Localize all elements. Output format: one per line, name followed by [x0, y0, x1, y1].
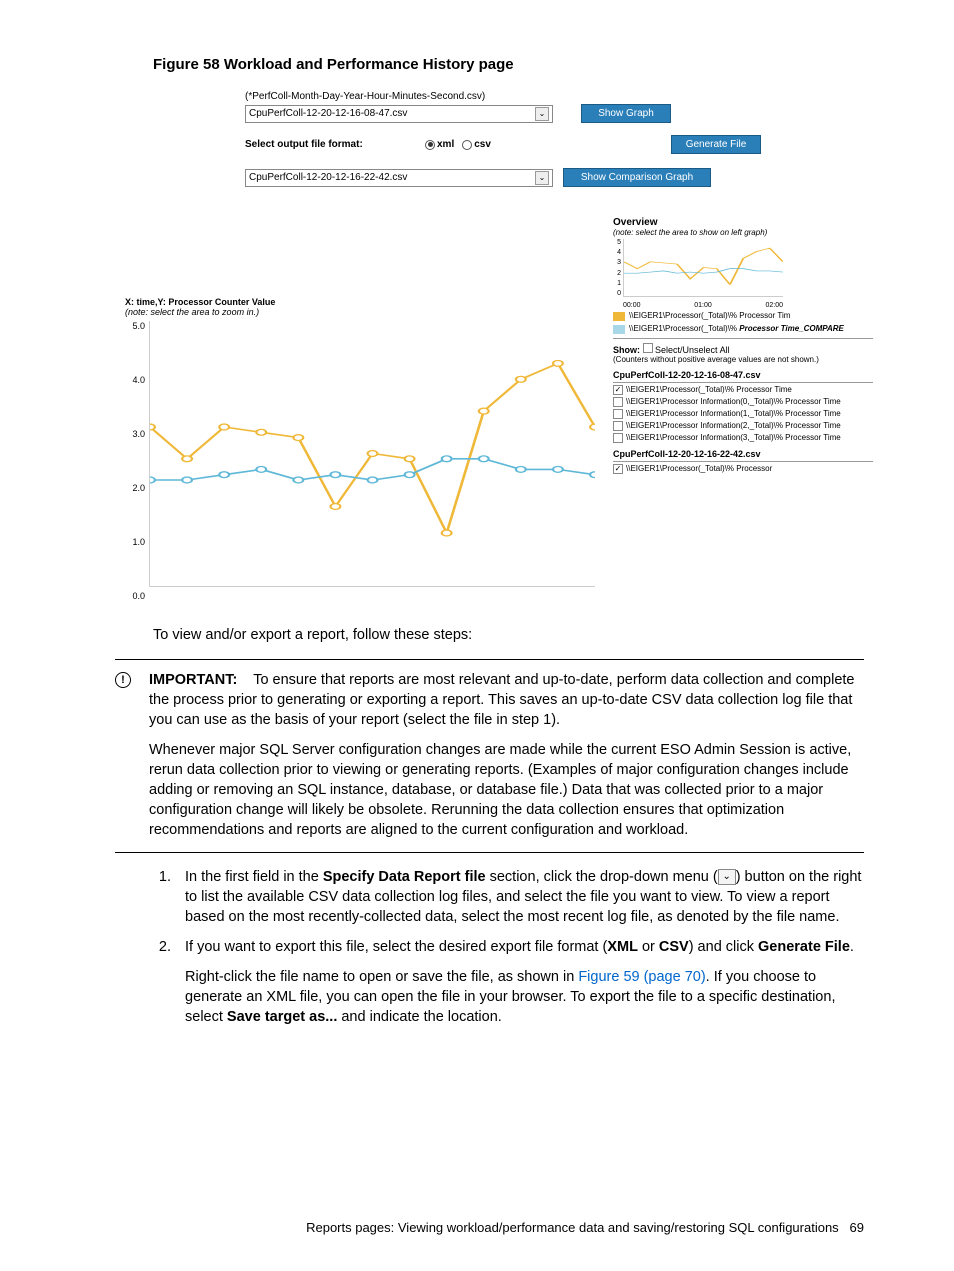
chart-markers — [150, 321, 595, 586]
chevron-down-icon: ⌄ — [535, 107, 549, 121]
counter-row: \\EIGER1\Processor Information(2,_Total)… — [613, 421, 873, 431]
file1-value: CpuPerfColl-12-20-12-16-08-47.csv — [249, 108, 407, 119]
radio-csv[interactable] — [462, 140, 472, 150]
file-pattern-label: (*PerfColl-Month-Day-Year-Hour-Minutes-S… — [245, 91, 873, 102]
important-icon: ! — [115, 672, 131, 688]
step-num-1: 1. — [153, 867, 171, 927]
chart-axis-label: X: time,Y: Processor Counter Value — [125, 297, 595, 307]
file1-dropdown[interactable]: CpuPerfColl-12-20-12-16-08-47.csv ⌄ — [245, 105, 553, 123]
step-1: 1. In the first field in the Specify Dat… — [153, 867, 864, 927]
counter-checkbox[interactable] — [613, 421, 623, 431]
overview-title: Overview — [613, 217, 873, 228]
counter-checkbox[interactable]: ✓ — [613, 385, 623, 395]
y-axis-labels: 5.0 4.0 3.0 2.0 1.0 0.0 — [125, 321, 145, 601]
show-graph-button[interactable]: Show Graph — [581, 104, 671, 123]
counter-row: \\EIGER1\Processor Information(3,_Total)… — [613, 433, 873, 443]
show-comparison-button[interactable]: Show Comparison Graph — [563, 168, 711, 187]
radio-xml-label: xml — [437, 139, 454, 150]
file-header-1: CpuPerfColl-12-20-12-16-08-47.csv — [613, 370, 873, 383]
counter-label: \\EIGER1\Processor(_Total)\% Processor — [626, 464, 772, 473]
counter-row: \\EIGER1\Processor Information(0,_Total)… — [613, 397, 873, 407]
important-p1: To ensure that reports are most relevant… — [149, 672, 854, 728]
counter-label: \\EIGER1\Processor Information(0,_Total)… — [626, 397, 841, 406]
dropdown-icon: ⌄ — [718, 869, 736, 885]
mini-chart-svg — [624, 239, 783, 296]
overview-note: (note: select the area to show on left g… — [613, 228, 873, 237]
counters-note: (Counters without positive average value… — [613, 355, 873, 364]
overview-chart[interactable]: 5 4 3 2 1 0 00:00 — [613, 239, 783, 309]
select-all-checkbox[interactable] — [643, 343, 653, 353]
file2-value: CpuPerfColl-12-20-12-16-22-42.csv — [249, 172, 407, 183]
legend-swatch-1 — [613, 312, 625, 321]
counter-checkbox[interactable] — [613, 409, 623, 419]
counter-row: ✓\\EIGER1\Processor(_Total)\% Processor … — [613, 385, 873, 395]
counter-row: ✓\\EIGER1\Processor(_Total)\% Processor — [613, 464, 873, 474]
format-label: Select output file format: — [245, 139, 425, 150]
legend-swatch-2 — [613, 325, 625, 334]
main-chart[interactable]: 5.0 4.0 3.0 2.0 1.0 0.0 — [125, 321, 595, 601]
legend-item-1: \\EIGER1\Processor(_Total)\% Processor T… — [613, 311, 873, 321]
counter-row: \\EIGER1\Processor Information(1,_Total)… — [613, 409, 873, 419]
page-footer: Reports pages: Viewing workload/performa… — [306, 1220, 864, 1235]
side-panel: Overview (note: select the area to show … — [613, 217, 873, 601]
radio-xml[interactable] — [425, 140, 435, 150]
counter-label: \\EIGER1\Processor Information(1,_Total)… — [626, 409, 841, 418]
figure-title: Figure 58 Workload and Performance Histo… — [153, 56, 864, 73]
important-label: IMPORTANT: — [149, 672, 237, 688]
important-block: ! IMPORTANT: To ensure that reports are … — [115, 659, 864, 853]
mini-y-axis: 5 4 3 2 1 0 — [613, 239, 621, 297]
counter-checkbox[interactable]: ✓ — [613, 464, 623, 474]
show-row: Show: Select/Unselect All — [613, 343, 873, 355]
important-p2: Whenever major SQL Server configuration … — [149, 740, 864, 840]
chevron-down-icon: ⌄ — [535, 171, 549, 185]
counter-label: \\EIGER1\Processor Information(2,_Total)… — [626, 421, 841, 430]
step-2: 2. If you want to export this file, sele… — [153, 937, 864, 1027]
chart-note: (note: select the area to zoom in.) — [125, 307, 595, 317]
generate-file-button[interactable]: Generate File — [671, 135, 761, 154]
counter-label: \\EIGER1\Processor Information(3,_Total)… — [626, 433, 841, 442]
file2-dropdown[interactable]: CpuPerfColl-12-20-12-16-22-42.csv ⌄ — [245, 169, 553, 187]
intro-text: To view and/or export a report, follow t… — [153, 625, 864, 645]
counter-label: \\EIGER1\Processor(_Total)\% Processor T… — [626, 385, 792, 394]
figure-link[interactable]: Figure 59 (page 70) — [578, 969, 705, 985]
file-header-2: CpuPerfColl-12-20-12-16-22-42.csv — [613, 449, 873, 462]
legend-item-2: \\EIGER1\Processor(_Total)\% Processor T… — [613, 324, 873, 334]
screenshot-region: (*PerfColl-Month-Day-Year-Hour-Minutes-S… — [245, 91, 873, 601]
step-num-2: 2. — [153, 937, 171, 1027]
mini-x-axis: 00:00 01:00 02:00 — [623, 302, 783, 309]
counter-checkbox[interactable] — [613, 397, 623, 407]
radio-csv-label: csv — [474, 139, 491, 150]
counter-checkbox[interactable] — [613, 433, 623, 443]
